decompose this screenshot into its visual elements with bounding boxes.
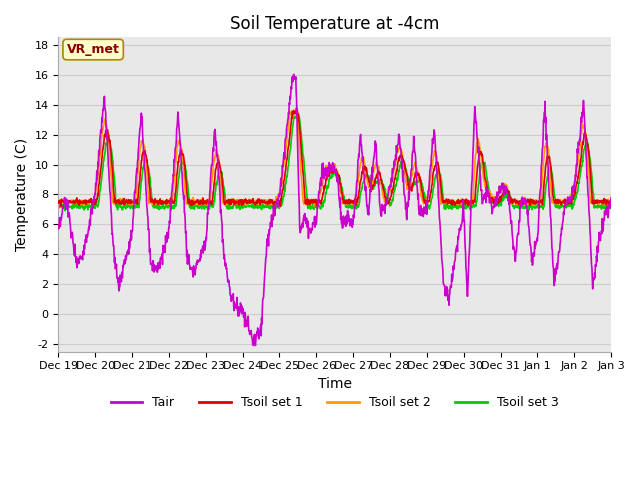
Tair (493, 198, 501, 204)
Tsoil set 1 (240, 199, 248, 205)
Tsoil set 3 (54, 203, 62, 208)
Tsoil set 2 (54, 200, 62, 206)
Tair (252, 343, 259, 348)
Tsoil set 3 (421, 196, 429, 202)
Tsoil set 1 (54, 199, 62, 204)
Tair (607, 194, 615, 200)
Tsoil set 3 (164, 204, 172, 210)
Tair (239, 306, 247, 312)
Tsoil set 1 (493, 197, 501, 203)
Tsoil set 1 (164, 198, 172, 204)
Tsoil set 1 (292, 105, 300, 111)
Tsoil set 3 (542, 180, 550, 186)
Tsoil set 2 (493, 193, 501, 199)
Tair (542, 137, 550, 143)
Tsoil set 2 (239, 199, 247, 204)
Y-axis label: Temperature (C): Temperature (C) (15, 138, 29, 251)
Title: Soil Temperature at -4cm: Soil Temperature at -4cm (230, 15, 440, 33)
Tsoil set 2 (177, 146, 185, 152)
Tsoil set 1 (607, 199, 615, 205)
Tair (421, 207, 429, 213)
Tair (290, 72, 298, 77)
Line: Tsoil set 3: Tsoil set 3 (58, 114, 611, 211)
Tsoil set 2 (542, 141, 550, 147)
Line: Tsoil set 1: Tsoil set 1 (58, 108, 611, 206)
Tsoil set 1 (57, 204, 65, 209)
Tsoil set 3 (294, 111, 302, 117)
Line: Tair: Tair (58, 74, 611, 346)
Tsoil set 2 (421, 198, 429, 204)
Tsoil set 3 (607, 205, 615, 211)
Tsoil set 1 (178, 149, 186, 155)
Tsoil set 2 (293, 107, 301, 113)
Tsoil set 1 (421, 198, 429, 204)
Legend: Tair, Tsoil set 1, Tsoil set 2, Tsoil set 3: Tair, Tsoil set 1, Tsoil set 2, Tsoil se… (106, 391, 563, 414)
Tsoil set 3 (493, 202, 501, 208)
Text: VR_met: VR_met (67, 43, 120, 56)
Tsoil set 3 (240, 203, 248, 209)
Tsoil set 2 (164, 198, 172, 204)
Tsoil set 2 (310, 203, 317, 209)
Tair (164, 230, 172, 236)
Tair (177, 162, 185, 168)
Tsoil set 3 (178, 160, 186, 166)
X-axis label: Time: Time (318, 377, 352, 391)
Tair (54, 222, 62, 228)
Tsoil set 3 (61, 208, 68, 214)
Tsoil set 2 (607, 199, 615, 205)
Tsoil set 1 (542, 161, 550, 167)
Line: Tsoil set 2: Tsoil set 2 (58, 110, 611, 206)
